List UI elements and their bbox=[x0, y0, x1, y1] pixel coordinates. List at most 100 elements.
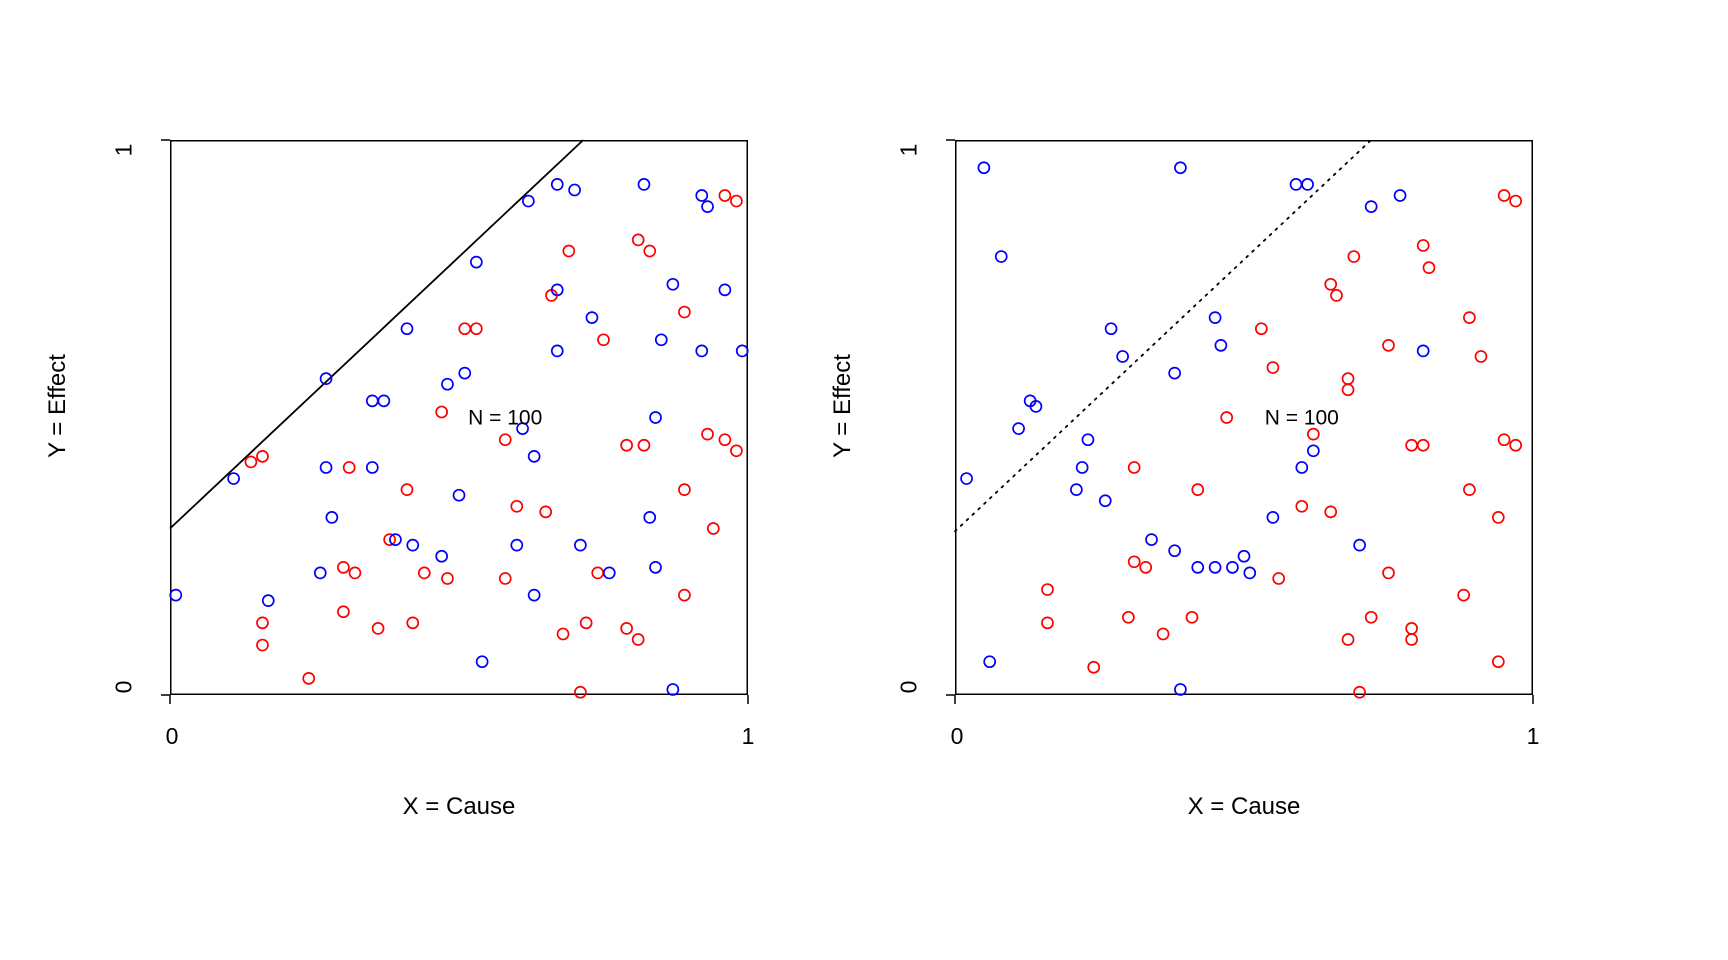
x-tick-label-1: 1 bbox=[1526, 723, 1540, 749]
plot-border bbox=[955, 140, 1533, 695]
red-data-point bbox=[383, 533, 396, 546]
red-data-point bbox=[1463, 311, 1476, 324]
plot-border bbox=[170, 140, 748, 695]
red-data-point bbox=[1122, 610, 1135, 624]
blue-data-point bbox=[319, 372, 333, 385]
red-data-point bbox=[1266, 361, 1280, 374]
blue-data-point bbox=[643, 511, 657, 524]
red-data-point bbox=[1364, 610, 1378, 624]
red-data-point bbox=[1087, 660, 1101, 674]
blue-data-point bbox=[1168, 366, 1181, 380]
sample-size-annotation: N = 100 bbox=[1265, 407, 1339, 430]
red-data-point bbox=[1041, 616, 1054, 630]
sample-size-annotation: N = 100 bbox=[468, 407, 542, 430]
blue-data-point bbox=[550, 178, 564, 191]
red-data-point bbox=[631, 633, 645, 646]
red-data-point bbox=[441, 572, 454, 585]
red-data-point bbox=[1324, 505, 1338, 519]
blue-data-point bbox=[977, 161, 991, 175]
blue-data-point bbox=[377, 394, 391, 408]
dotted-reference-line bbox=[954, 139, 1373, 533]
red-data-point bbox=[1156, 627, 1170, 641]
red-data-point bbox=[1139, 561, 1153, 574]
red-data-point bbox=[597, 333, 610, 347]
red-data-point bbox=[701, 427, 714, 441]
red-data-point bbox=[400, 483, 414, 496]
blue-data-point bbox=[695, 344, 709, 358]
red-data-point bbox=[1405, 633, 1418, 646]
blue-data-point bbox=[585, 311, 599, 324]
blue-data-point bbox=[1116, 350, 1129, 363]
red-data-point bbox=[730, 194, 743, 208]
red-data-point bbox=[1341, 633, 1355, 646]
blue-data-point bbox=[1191, 561, 1205, 574]
blue-data-point bbox=[1226, 561, 1239, 574]
red-data-point bbox=[1497, 189, 1511, 202]
blue-data-point bbox=[527, 450, 541, 463]
blue-data-point bbox=[1266, 511, 1280, 524]
red-data-point bbox=[244, 455, 258, 469]
red-data-point bbox=[256, 638, 269, 652]
red-data-point bbox=[417, 566, 431, 580]
red-data-point bbox=[498, 572, 512, 585]
blue-data-point bbox=[1301, 178, 1314, 191]
red-data-point bbox=[1041, 583, 1054, 596]
red-data-point bbox=[1474, 350, 1488, 363]
blue-data-point bbox=[516, 422, 529, 435]
red-data-point bbox=[574, 685, 587, 699]
blue-data-point bbox=[261, 594, 275, 607]
red-data-point bbox=[1341, 372, 1355, 385]
blue-data-point bbox=[1208, 561, 1222, 574]
blue-data-point bbox=[325, 511, 339, 524]
blue-data-point bbox=[649, 561, 662, 574]
x-tick-label-1: 1 bbox=[741, 723, 755, 749]
red-data-point bbox=[620, 622, 633, 635]
y-tick-label-1: 1 bbox=[895, 143, 922, 157]
red-data-point bbox=[1491, 655, 1505, 669]
blue-data-point bbox=[695, 189, 709, 202]
blue-data-point bbox=[574, 538, 587, 552]
blue-data-point bbox=[654, 333, 668, 347]
red-data-point bbox=[678, 305, 691, 319]
red-data-point bbox=[1416, 239, 1430, 252]
red-data-point bbox=[678, 588, 691, 602]
red-data-point bbox=[1220, 411, 1234, 424]
red-data-point bbox=[435, 405, 449, 419]
red-data-point bbox=[1191, 483, 1205, 496]
red-data-point bbox=[1127, 555, 1141, 569]
y-tick-label-0: 0 bbox=[110, 680, 137, 694]
red-data-point bbox=[562, 244, 576, 258]
red-data-point bbox=[1272, 572, 1286, 585]
red-data-point bbox=[1382, 566, 1395, 580]
blue-data-point bbox=[649, 411, 662, 424]
blue-data-point bbox=[1174, 683, 1187, 696]
red-data-point bbox=[718, 189, 732, 202]
blue-data-point bbox=[1012, 422, 1025, 435]
red-data-point bbox=[1127, 461, 1141, 474]
blue-data-point bbox=[522, 194, 535, 208]
red-data-point bbox=[678, 483, 691, 496]
blue-data-point bbox=[469, 255, 483, 269]
red-data-point bbox=[1341, 383, 1355, 397]
blue-data-point bbox=[735, 344, 749, 358]
y-axis-title: Y = Effect bbox=[829, 354, 856, 459]
blue-data-point bbox=[701, 200, 714, 213]
blue-data-point bbox=[1295, 461, 1309, 474]
blue-data-point bbox=[452, 488, 466, 502]
blue-data-point bbox=[1029, 400, 1043, 413]
red-data-point bbox=[637, 438, 651, 452]
blue-data-point bbox=[319, 461, 333, 474]
red-data-point bbox=[579, 616, 593, 630]
red-data-point bbox=[631, 233, 645, 247]
blue-data-point bbox=[313, 566, 327, 580]
x-axis-title: X = Cause bbox=[1187, 793, 1301, 820]
blue-data-point bbox=[1174, 161, 1187, 175]
red-data-point bbox=[718, 433, 732, 447]
red-data-point bbox=[498, 433, 512, 447]
red-data-point bbox=[1405, 438, 1418, 452]
blue-data-point bbox=[527, 588, 541, 602]
blue-data-point bbox=[435, 549, 449, 563]
blue-data-point bbox=[1145, 533, 1158, 546]
blue-data-point bbox=[1098, 494, 1112, 508]
plot-canvas-left: N = 100 bbox=[161, 139, 749, 704]
